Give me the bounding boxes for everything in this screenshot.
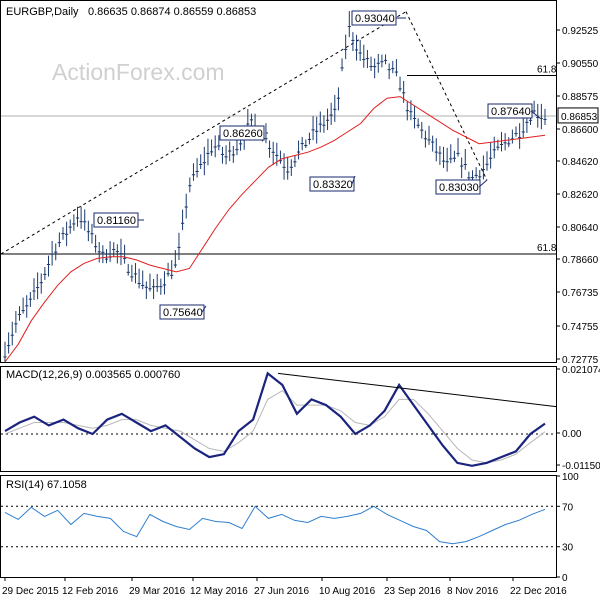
macd-tick-label: 0.00 [562,429,582,440]
price-annotation-label: 0.83320 [313,179,353,191]
rsi-title: RSI(14) 67.1058 [6,479,87,491]
x-tick-label: 12 Feb 2016 [62,586,119,597]
rsi-tick-label: 100 [562,472,579,483]
price-annotation-label: 0.75640 [163,307,203,319]
price-annotation-leader [530,110,541,119]
macd-line [4,371,546,467]
price-annotation-box [309,176,355,192]
fib-level-label: 61.8 [537,243,557,254]
x-tick-label: 23 Sep 2016 [384,586,441,597]
rsi-panel-frame [0,475,557,578]
rsi-tick-label: 30 [562,543,574,554]
price-tick-label: 0.92525 [562,26,599,37]
price-tick-label: 0.82620 [562,190,599,201]
fib-level-label: 61.8 [537,64,557,75]
x-tick-label: 29 Dec 2015 [2,586,59,597]
watermark: ActionForex.com [52,59,225,85]
current-price-box [557,107,599,124]
moving-average-line [4,96,546,363]
price-annotation-label: 0.83030 [439,182,479,194]
retracement-dotted [405,11,488,181]
macd-tick-label: -0.011507 [562,461,600,472]
x-tick-label: 22 Dec 2016 [510,586,567,597]
x-tick-label: 12 May 2016 [190,586,248,597]
rsi-line [4,505,546,545]
x-tick-label: 10 Aug 2016 [319,586,376,597]
macd-divergence-line [277,372,557,408]
price-tick-label: 0.76735 [562,288,599,299]
price-annotation-label: 0.81160 [97,215,136,227]
price-annotation-box [487,103,533,119]
price-tick-label: 0.80640 [562,223,599,234]
x-tick-label: 29 Mar 2016 [129,586,186,597]
price-annotation-leader [201,305,207,313]
symbol-label: EURGBP,Daily [6,6,79,18]
price-tick-label: 0.74755 [562,322,599,333]
price-annotation-box [435,179,481,195]
macd-panel-frame [0,366,557,472]
price-annotation-label: 0.87640 [491,106,531,118]
price-panel-frame [0,0,557,363]
price-tick-label: 0.78660 [562,255,599,266]
macd-title: MACD(12,26,9) 0.003565 0.000760 [6,369,180,381]
rsi-tick-label: 70 [562,502,574,513]
ohlc-readout: 0.86635 0.86874 0.86559 0.86853 [88,6,256,18]
trendline-dotted [0,11,407,255]
current-price-label: 0.86853 [561,112,598,123]
price-annotation-leader [351,175,356,185]
price-tick-label: 0.84620 [562,157,599,168]
price-tick-label: 0.72775 [562,355,599,366]
price-tick-label: 0.90550 [562,59,599,70]
x-tick-label: 8 Nov 2016 [447,586,499,597]
macd-tick-label: 0.021074 [562,365,600,376]
rsi-tick-label: 0 [562,573,568,584]
price-annotation-label: 0.93040 [355,13,395,25]
price-annotation-box [219,125,265,141]
price-tick-label: 0.88575 [562,92,599,103]
x-tick-label: 27 Jun 2016 [254,586,309,597]
price-annotation-label: 0.86260 [223,128,263,140]
macd-signal-line [4,390,546,464]
price-annotation-box [159,304,205,320]
price-tick-label: 0.86600 [562,125,599,136]
price-annotation-leader [478,179,488,188]
